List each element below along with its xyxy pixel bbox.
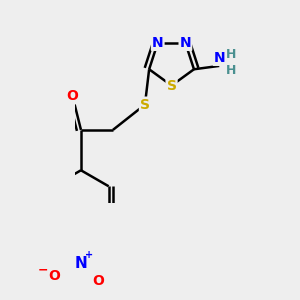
Text: S: S [167, 79, 177, 93]
Text: S: S [140, 98, 150, 112]
Text: O: O [92, 274, 104, 287]
Text: −: − [38, 263, 48, 276]
Text: N: N [75, 256, 87, 271]
Text: O: O [48, 269, 60, 283]
Text: H: H [226, 49, 236, 62]
Text: N: N [180, 36, 191, 50]
Text: N: N [213, 51, 225, 65]
Text: H: H [226, 64, 236, 76]
Text: N: N [152, 36, 164, 50]
Text: O: O [67, 89, 79, 103]
Text: +: + [85, 250, 93, 260]
